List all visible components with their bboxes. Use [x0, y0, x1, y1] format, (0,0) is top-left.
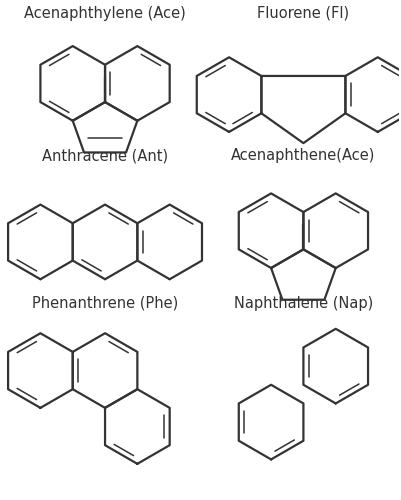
Text: Acenaphthylene (Ace): Acenaphthylene (Ace) — [24, 6, 185, 21]
Text: Anthracene (Ant): Anthracene (Ant) — [42, 148, 168, 164]
Text: Fluorene (Fl): Fluorene (Fl) — [257, 6, 348, 21]
Text: Naphthalene (Nap): Naphthalene (Nap) — [233, 296, 372, 310]
Text: Acenaphthene(Ace): Acenaphthene(Ace) — [231, 148, 375, 164]
Text: Phenanthrene (Phe): Phenanthrene (Phe) — [32, 296, 178, 310]
